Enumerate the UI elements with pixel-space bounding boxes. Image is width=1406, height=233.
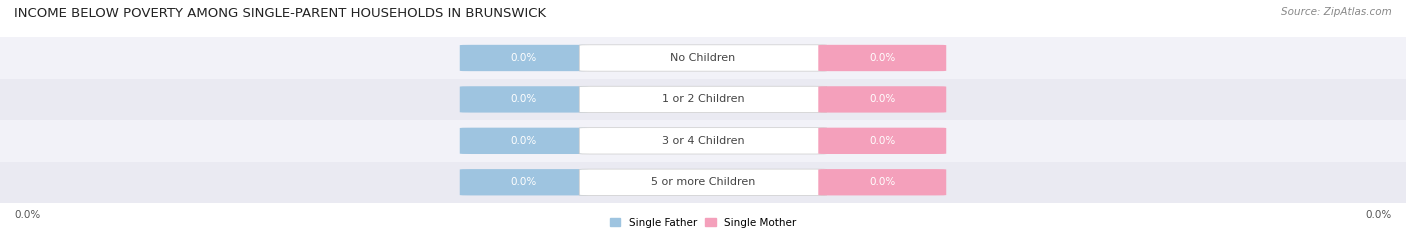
- Text: 0.0%: 0.0%: [14, 210, 41, 220]
- FancyBboxPatch shape: [0, 120, 1406, 161]
- Legend: Single Father, Single Mother: Single Father, Single Mother: [610, 218, 796, 228]
- FancyBboxPatch shape: [818, 169, 946, 195]
- Text: No Children: No Children: [671, 53, 735, 63]
- Text: INCOME BELOW POVERTY AMONG SINGLE-PARENT HOUSEHOLDS IN BRUNSWICK: INCOME BELOW POVERTY AMONG SINGLE-PARENT…: [14, 7, 546, 20]
- Text: 3 or 4 Children: 3 or 4 Children: [662, 136, 744, 146]
- FancyBboxPatch shape: [579, 86, 827, 113]
- FancyBboxPatch shape: [0, 37, 1406, 79]
- FancyBboxPatch shape: [460, 45, 588, 71]
- Text: 0.0%: 0.0%: [869, 177, 896, 187]
- Text: 0.0%: 0.0%: [869, 136, 896, 146]
- Text: Source: ZipAtlas.com: Source: ZipAtlas.com: [1281, 7, 1392, 17]
- FancyBboxPatch shape: [818, 86, 946, 113]
- Text: 0.0%: 0.0%: [869, 53, 896, 63]
- FancyBboxPatch shape: [579, 128, 827, 154]
- Text: 1 or 2 Children: 1 or 2 Children: [662, 94, 744, 104]
- FancyBboxPatch shape: [579, 169, 827, 195]
- Text: 5 or more Children: 5 or more Children: [651, 177, 755, 187]
- FancyBboxPatch shape: [818, 45, 946, 71]
- Text: 0.0%: 0.0%: [869, 94, 896, 104]
- Text: 0.0%: 0.0%: [1365, 210, 1392, 220]
- FancyBboxPatch shape: [460, 128, 588, 154]
- FancyBboxPatch shape: [460, 169, 588, 195]
- FancyBboxPatch shape: [579, 45, 827, 71]
- FancyBboxPatch shape: [0, 161, 1406, 203]
- Text: 0.0%: 0.0%: [510, 177, 537, 187]
- FancyBboxPatch shape: [460, 86, 588, 113]
- FancyBboxPatch shape: [0, 79, 1406, 120]
- FancyBboxPatch shape: [818, 128, 946, 154]
- Text: 0.0%: 0.0%: [510, 136, 537, 146]
- Text: 0.0%: 0.0%: [510, 53, 537, 63]
- Text: 0.0%: 0.0%: [510, 94, 537, 104]
